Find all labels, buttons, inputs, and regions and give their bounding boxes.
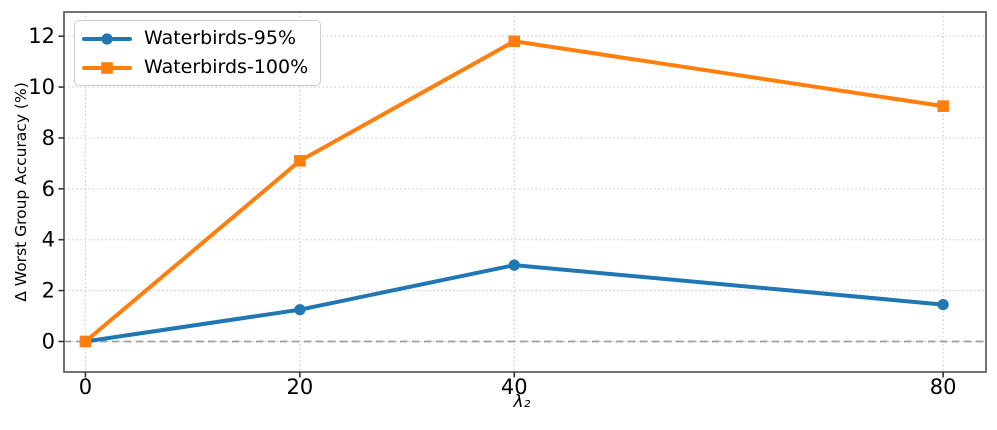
x-tick-label: 0 (79, 375, 92, 399)
legend-label: Waterbirds-100% (144, 56, 309, 78)
y-tick-label: 0 (42, 329, 55, 353)
data-point-square (294, 155, 306, 167)
y-tick-label: 4 (42, 228, 55, 252)
legend-circle-marker (101, 32, 113, 45)
data-point-circle (294, 304, 306, 316)
data-point-square (79, 335, 92, 348)
legend-square-marker (101, 61, 113, 74)
series-line-waterbirds-95- (83, 263, 946, 344)
legend-item-waterbirds-95: Waterbirds-95% (82, 24, 308, 53)
y-tick-label: 12 (28, 24, 55, 48)
x-tick-label: 80 (930, 375, 957, 399)
legend-sample-circle-icon (82, 32, 132, 45)
legend-label: Waterbirds-95% (144, 27, 297, 49)
x-tick-label: 40 (501, 375, 528, 399)
x-axis-title: λ₂ (513, 392, 531, 412)
legend-item-waterbirds-100: Waterbirds-100% (82, 53, 308, 82)
data-point-circle (508, 259, 520, 271)
legend-sample-square-icon (82, 61, 132, 74)
legend: Waterbirds-95% Waterbirds-100% (74, 20, 322, 86)
y-tick-label: 2 (42, 279, 55, 303)
y-tick-label: 6 (42, 177, 55, 201)
data-point-square (508, 35, 521, 48)
series-line-waterbirds-100- (83, 39, 946, 344)
x-tick-label: 20 (286, 375, 313, 399)
y-axis-title: Δ Worst Group Accuracy (%) (12, 82, 30, 302)
y-tick-label: 8 (42, 126, 55, 150)
plot-border (63, 11, 987, 373)
data-point-circle (937, 298, 949, 311)
data-point-square (937, 100, 949, 112)
y-tick-label: 10 (28, 75, 55, 99)
